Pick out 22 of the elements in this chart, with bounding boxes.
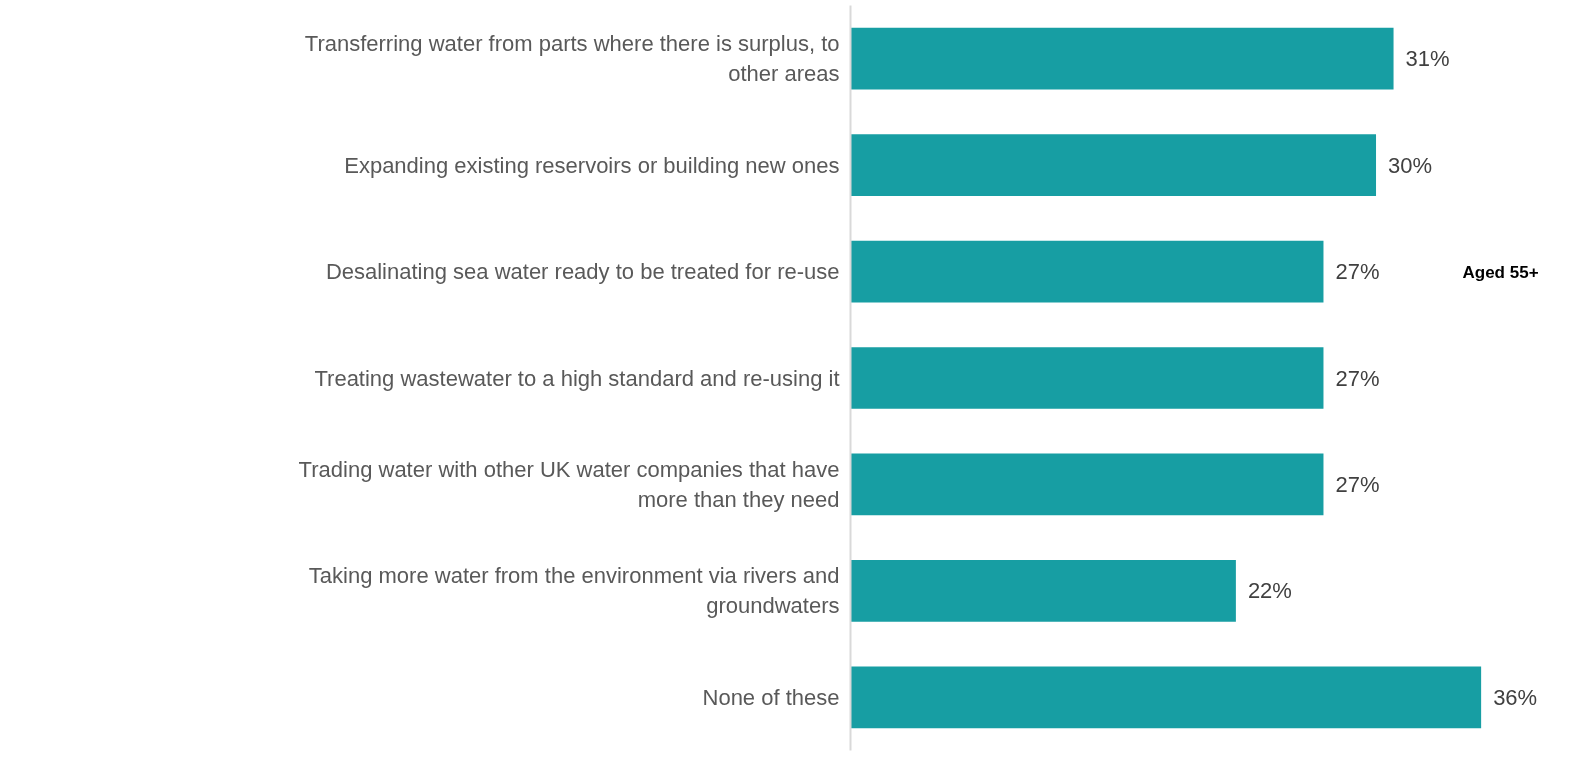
- data-label: 27%: [1335, 471, 1380, 497]
- data-label: 31%: [1405, 46, 1450, 72]
- y-tick-label: Transferring water from parts where there is surplus, to other areas: [304, 31, 840, 87]
- y-tick-label: Expanding existing reservoirs or building new ones: [344, 152, 840, 178]
- y-tick-label: Desalinating sea water ready to be treated for re-use: [325, 259, 840, 285]
- data-label: 30%: [1388, 152, 1433, 178]
- data-label: 36%: [1493, 684, 1538, 710]
- bar: [850, 347, 1324, 409]
- y-tick-label: Treating wastewater to a high standard and re-using it: [314, 365, 840, 391]
- y-tick-label: Taking more water from the environment via rivers and groundwaters: [308, 563, 840, 619]
- y-tick-label: Trading water with other UK water companies that have more than they need: [298, 456, 840, 512]
- bar: [850, 27, 1394, 90]
- data-label: 22%: [1247, 578, 1292, 604]
- bar: [850, 453, 1324, 516]
- bar: [850, 240, 1324, 303]
- bar: [850, 666, 1482, 729]
- annotation: Aged 55+: [1462, 263, 1539, 282]
- bar: [850, 559, 1236, 622]
- y-tick-label: None of these: [702, 684, 840, 710]
- data-label: 27%: [1335, 259, 1380, 285]
- data-label: 27%: [1335, 365, 1380, 391]
- bar: [850, 134, 1377, 197]
